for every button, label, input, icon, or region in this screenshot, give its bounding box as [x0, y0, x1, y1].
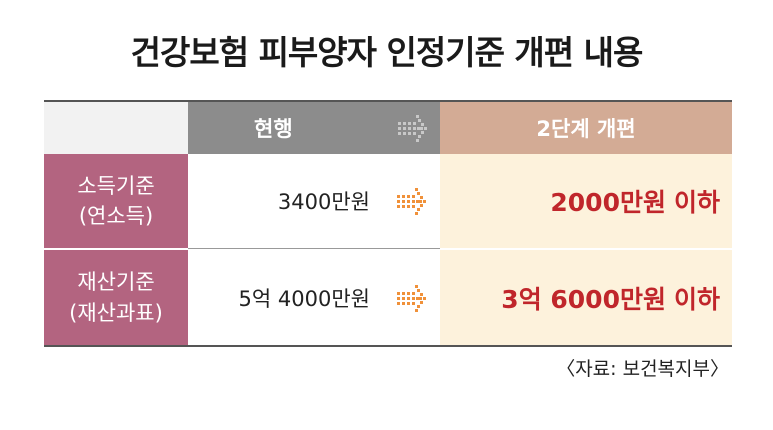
row-label-line1: 소득기준 [77, 173, 155, 198]
reform-value-suffix: 이하 [673, 284, 720, 314]
row-label-line2: (연소득) [78, 204, 154, 228]
current-value-income: 3400만원 [188, 154, 386, 248]
row-label-income: 소득기준 (연소득) [44, 154, 188, 248]
row-label-line1: 재산기준 [77, 270, 155, 295]
reform-value-property: 3억 6000만원 이하 [440, 250, 732, 345]
row-separator [44, 248, 732, 250]
reform-value-amount: 2000만원 [550, 188, 666, 217]
header-arrow-icon [396, 112, 432, 144]
chart-title: 건강보험 피부양자 인정기준 개편 내용 [130, 33, 644, 72]
source-note: 〈자료: 보건복지부〉 [556, 358, 729, 380]
header-current-label: 현행 [254, 117, 293, 141]
reform-value-amount: 3억 6000만원 [501, 284, 666, 314]
header-reform: 2단계 개편 [440, 102, 732, 154]
header-current: 현행 [188, 102, 440, 154]
row-arrow-cell [386, 154, 440, 248]
header-reform-label: 2단계 개편 [536, 117, 636, 141]
row-label-line2: (재산과표) [69, 300, 163, 325]
header-blank-cell [44, 102, 188, 154]
reform-value-income: 2000만원 이하 [440, 154, 732, 248]
table-bottom-rule [44, 345, 732, 347]
orange-dotted-arrow-icon [397, 188, 426, 215]
row-arrow-cell [386, 250, 440, 345]
current-value-property: 5억 4000만원 [188, 250, 386, 345]
orange-dotted-arrow-icon [397, 284, 426, 312]
table-top-rule [44, 100, 732, 102]
row-separator-line [188, 248, 440, 249]
row-label-property: 재산기준 (재산과표) [44, 250, 188, 345]
reform-value-suffix: 이하 [673, 188, 720, 217]
gray-dotted-arrow-icon [398, 115, 427, 142]
